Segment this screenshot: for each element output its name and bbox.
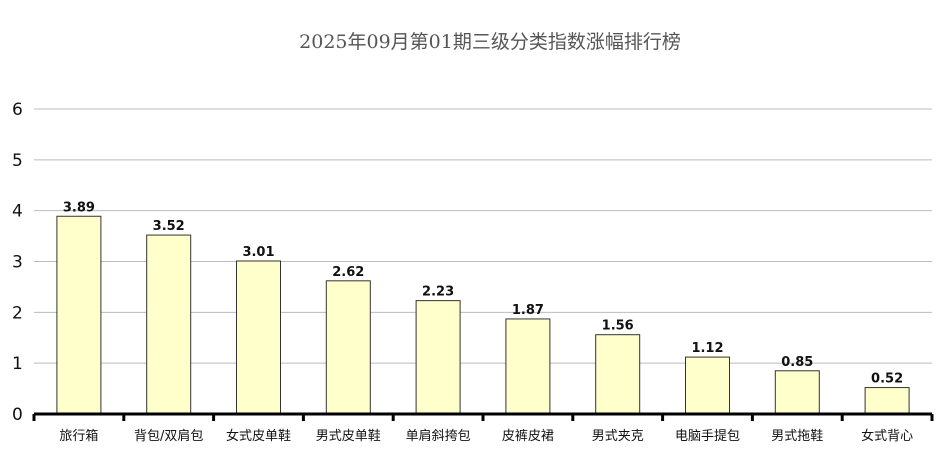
y-axis-ticks: 0 1 2 3 4 5 6 <box>12 100 23 425</box>
data-label: 2.23 <box>422 285 454 300</box>
data-label: 3.01 <box>242 245 274 260</box>
x-tick-label: 单肩斜挎包 <box>406 428 471 444</box>
y-tick-label: 5 <box>12 151 23 171</box>
x-tick-label: 男式皮单鞋 <box>316 428 381 444</box>
data-labels: 3.89 3.52 3.01 2.62 2.23 1.87 1.56 1.12 0.85 0.52 <box>63 200 903 386</box>
data-label: 1.12 <box>691 341 723 356</box>
bar <box>236 260 281 415</box>
y-tick-label: 2 <box>12 303 23 323</box>
x-tick-label: 背包/双肩包 <box>134 428 203 444</box>
x-tick-label: 男式拖鞋 <box>771 428 823 444</box>
x-tick-label: 女式皮单鞋 <box>226 428 291 444</box>
data-label: 0.85 <box>781 355 813 370</box>
y-tick-label: 4 <box>12 202 23 222</box>
data-label: 0.52 <box>871 372 903 387</box>
bars <box>56 215 910 415</box>
x-axis-ticks: 旅行箱 背包/双肩包 女式皮单鞋 男式皮单鞋 单肩斜挎包 皮裤皮裙 男式夹克 电脑手提包 男式拖… <box>59 428 913 444</box>
bar <box>415 300 461 415</box>
y-tick-label: 0 <box>12 405 23 425</box>
x-tick-label: 旅行箱 <box>59 428 98 444</box>
data-label: 1.56 <box>602 319 634 334</box>
bar <box>325 280 371 415</box>
data-label: 2.62 <box>332 265 364 280</box>
data-label: 3.52 <box>153 219 185 234</box>
bar <box>505 318 551 415</box>
x-tick-label: 电脑手提包 <box>675 428 740 444</box>
y-tick-label: 1 <box>12 354 23 374</box>
bar <box>774 370 820 415</box>
x-tick-label: 皮裤皮裙 <box>502 429 554 444</box>
bar <box>685 356 730 415</box>
x-axis <box>32 412 934 421</box>
bar <box>56 215 102 415</box>
x-tick-label: 男式夹克 <box>592 429 644 444</box>
data-label: 3.89 <box>63 200 95 215</box>
bar <box>864 387 910 415</box>
bar <box>146 234 192 415</box>
bar <box>595 334 641 415</box>
y-tick-label: 6 <box>12 100 23 120</box>
y-tick-label: 3 <box>12 253 23 273</box>
chart-title: 2025年09月第01期三级分类指数涨幅排行榜 <box>299 31 681 53</box>
x-tick-label: 女式背心 <box>861 428 913 444</box>
data-label: 1.87 <box>512 303 544 318</box>
